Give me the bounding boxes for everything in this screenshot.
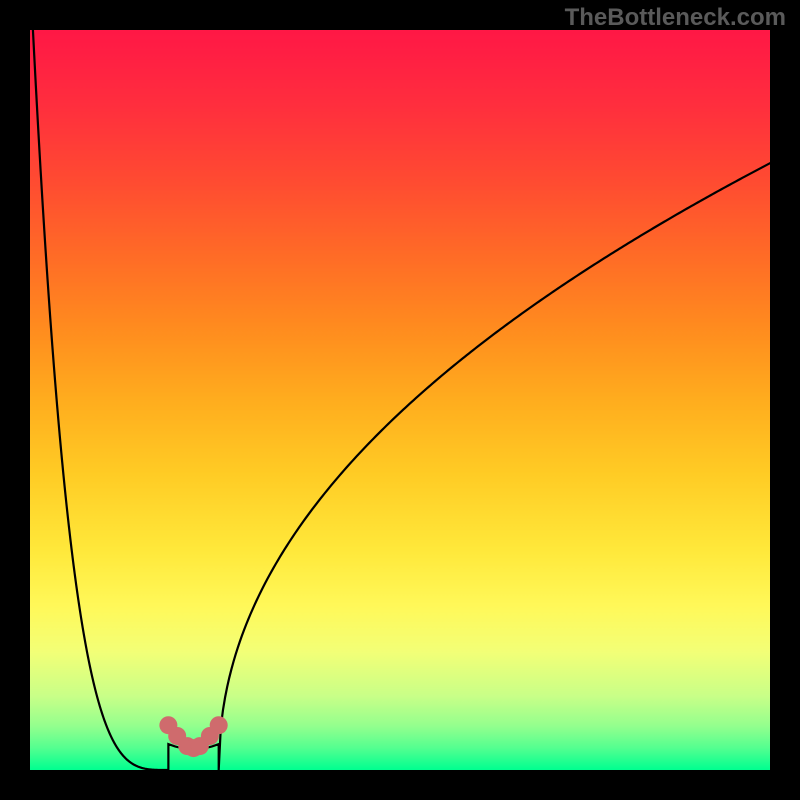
chart-root: TheBottleneck.com xyxy=(0,0,800,800)
curve-layer xyxy=(0,0,800,800)
notch-markers xyxy=(159,716,227,757)
watermark-label: TheBottleneck.com xyxy=(565,4,786,32)
bottleneck-curve xyxy=(33,30,770,770)
notch-marker-dot xyxy=(210,716,228,734)
